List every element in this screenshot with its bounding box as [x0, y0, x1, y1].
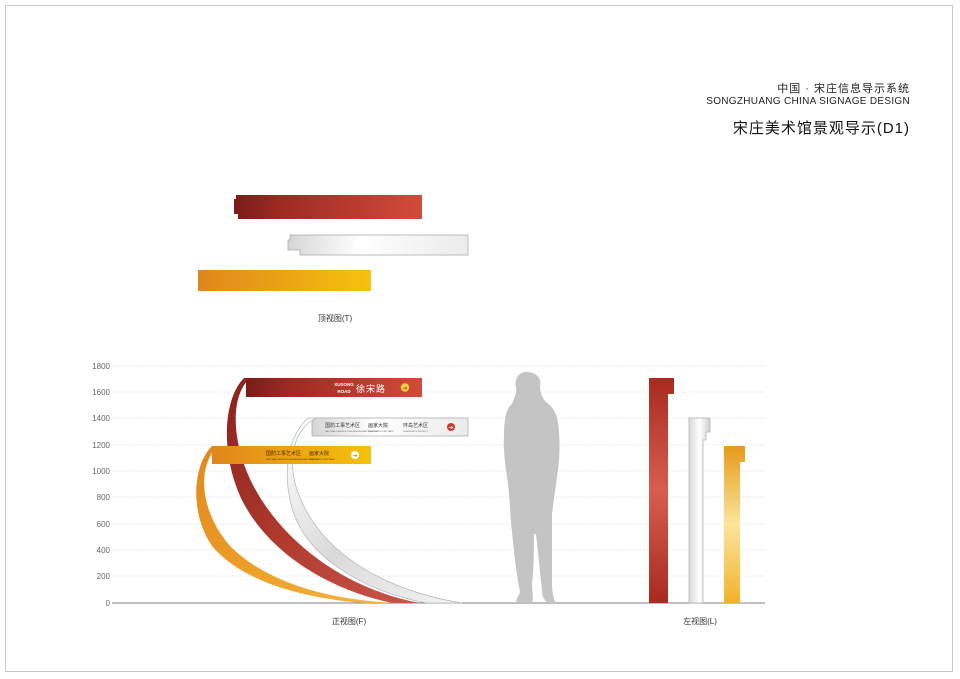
orange-sign: 国防工事艺术区 NATIONAL DEFENCE ENGINEERING ART… — [212, 446, 371, 464]
sign-label: 画家大院 — [368, 422, 388, 429]
sign-sublabel: ISLAND ARTS DISTRICT — [403, 430, 429, 433]
front-view: XUSONG ROAD 徐宋路 ➔ 国防工事艺术区 NATIONAL DEFEN… — [196, 372, 560, 626]
tick-label: 1200 — [92, 441, 110, 450]
arrow-icon: ➔ — [448, 426, 453, 432]
sign-sublabel: PAINTERS' COURTYARD — [368, 430, 394, 433]
tick-label: 0 — [106, 599, 111, 608]
drawing-frame — [5, 5, 953, 672]
sign-sublabel: NATIONAL DEFENCE ENGINEERING ARTS DISTRI… — [325, 430, 380, 433]
top-view-caption: 顶视图(T) — [318, 313, 353, 323]
drawing-title: 宋庄美术馆景观导示(D1) — [732, 120, 910, 137]
tick-label: 800 — [97, 493, 111, 502]
red-sign-panel — [246, 378, 422, 397]
silver-sign-panel — [311, 417, 469, 437]
sign-label: 画家大院 — [309, 450, 329, 457]
arrow-icon — [351, 451, 359, 459]
front-view-caption: 正视图(F) — [332, 616, 367, 626]
tick-label: 600 — [97, 520, 111, 529]
road-name-en-1: XUSONG — [334, 382, 354, 387]
header-title-cn: 中国 · 宋庄信息导示系统 — [777, 83, 910, 95]
road-name-cn: 徐宋路 — [356, 383, 386, 394]
arrow-icon: ➔ — [352, 454, 357, 460]
arrow-icon: ➔ — [402, 386, 407, 392]
top-view: 顶视图(T) — [198, 195, 469, 323]
left-view-orange-post — [724, 446, 745, 603]
left-view-red-post — [649, 378, 674, 603]
sign-sublabel: NATIONAL DEFENCE ENGINEERING ARTS DISTRI… — [266, 458, 321, 461]
arrow-icon — [447, 423, 455, 431]
tick-label: 1600 — [92, 388, 110, 397]
left-view-silver-post — [688, 417, 711, 604]
red-sign: XUSONG ROAD 徐宋路 ➔ — [246, 378, 422, 397]
sign-label: 环岛艺术区 — [403, 422, 428, 429]
tick-label: 1000 — [92, 467, 110, 476]
sign-label: 国防工事艺术区 — [325, 422, 360, 429]
tick-label: 1800 — [92, 362, 110, 371]
top-view-orange-bar — [198, 270, 371, 291]
orange-arc-support — [196, 446, 396, 603]
sign-sublabel: PAINTERS' COURTYARD — [309, 458, 335, 461]
road-name-en-2: ROAD — [337, 389, 351, 394]
arrow-icon — [400, 383, 410, 392]
silver-sign: 国防工事艺术区 NATIONAL DEFENCE ENGINEERING ART… — [311, 417, 469, 437]
sign-label: 国防工事艺术区 — [266, 450, 301, 457]
orange-sign-panel — [212, 446, 371, 464]
tick-label: 200 — [97, 572, 111, 581]
silver-arc-support — [286, 417, 463, 604]
top-view-silver-bar — [287, 234, 469, 256]
left-view-caption: 左视图(L) — [683, 616, 717, 626]
header-title-en: SONGZHUANG CHINA SIGNAGE DESIGN — [706, 96, 910, 107]
left-view: 左视图(L) — [649, 378, 745, 626]
human-figure-silhouette — [503, 372, 560, 603]
tick-label: 1400 — [92, 414, 110, 423]
top-view-red-bar — [234, 195, 422, 219]
y-axis-ticks: 1800 1600 1400 1200 1000 800 600 400 200… — [92, 362, 110, 608]
tick-label: 400 — [97, 546, 111, 555]
